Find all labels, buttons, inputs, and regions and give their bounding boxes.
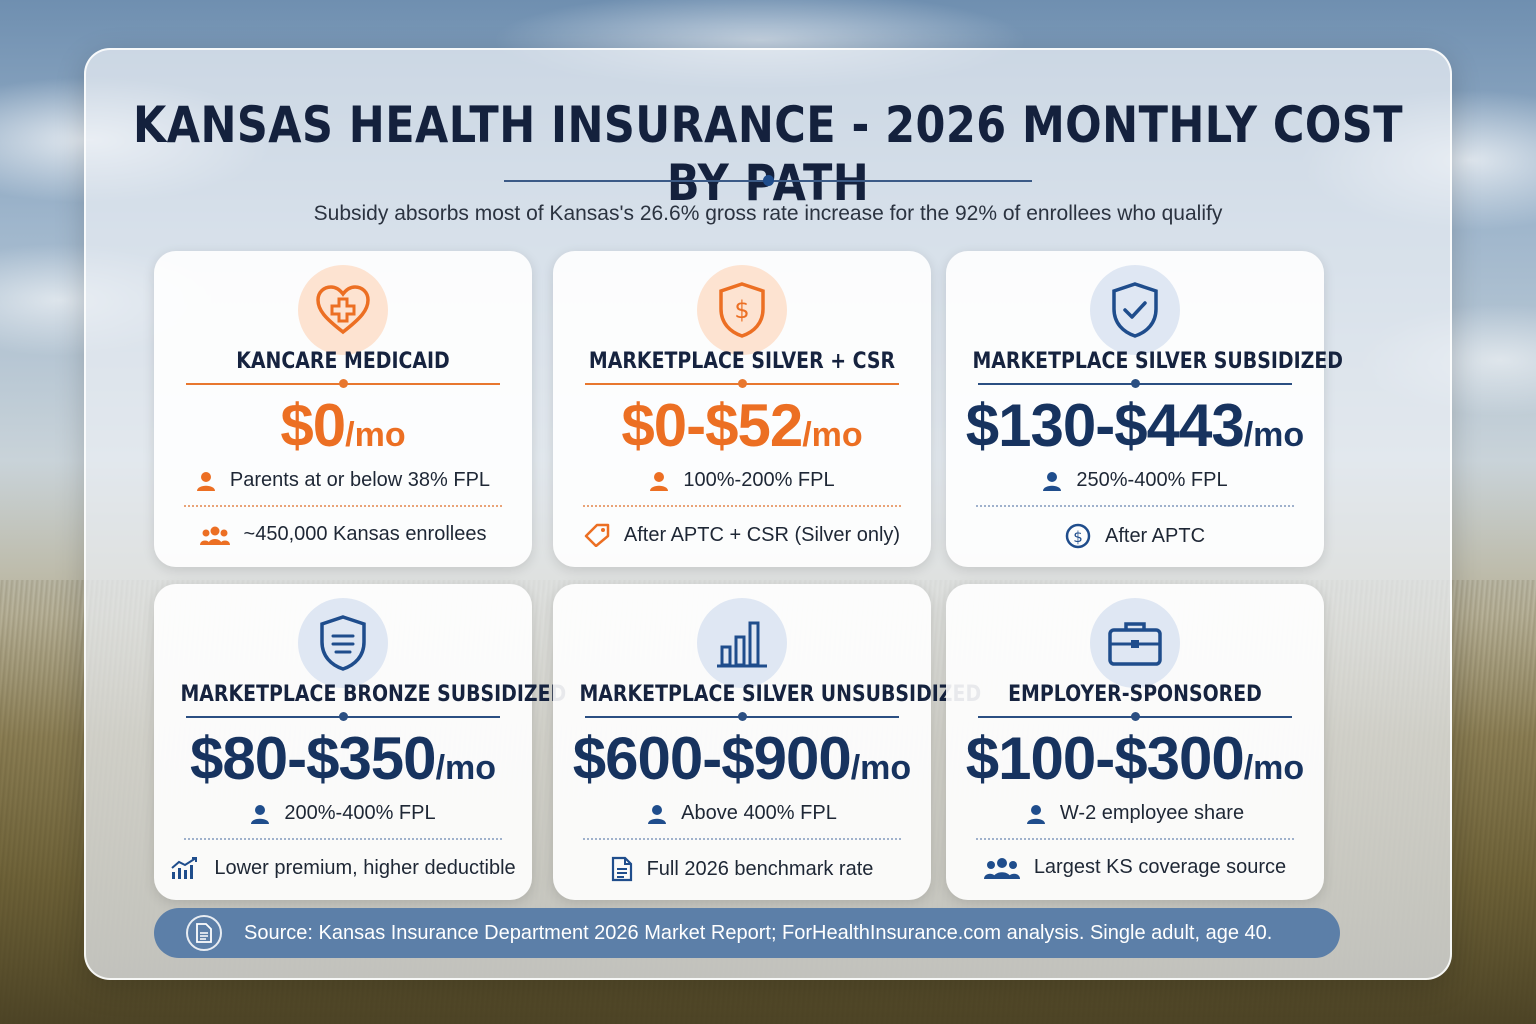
detail-text: W-2 employee share bbox=[1059, 802, 1245, 824]
card-price: $80-$350/mo bbox=[154, 724, 532, 793]
card-note: Lower premium, higher deductible bbox=[154, 856, 532, 880]
document-icon bbox=[186, 915, 222, 951]
card-price: $130-$443/mo bbox=[946, 391, 1324, 460]
card-note: Full 2026 benchmark rate bbox=[553, 856, 931, 882]
person-icon bbox=[648, 804, 667, 824]
card-divider-dot bbox=[738, 712, 747, 721]
card-title: EMPLOYER-SPONSORED bbox=[1008, 682, 1262, 707]
detail-text: 250%-400% FPL bbox=[1076, 469, 1228, 491]
note-text: Lower premium, higher deductible bbox=[214, 856, 516, 879]
page-title: KANSAS HEALTH INSURANCE - 2026 MONTHLY C… bbox=[133, 96, 1403, 212]
bar-chart-icon bbox=[697, 598, 787, 688]
card-title: MARKETPLACE SILVER SUBSIDIZED bbox=[972, 349, 1343, 374]
price-amount: $80-$350 bbox=[189, 725, 437, 792]
detail-text: 200%-400% FPL bbox=[284, 802, 436, 824]
shield-check-icon bbox=[1090, 265, 1180, 355]
price-amount: $100-$300 bbox=[965, 725, 1245, 792]
price-unit: /mo bbox=[850, 749, 912, 787]
card-dotted-divider bbox=[184, 505, 502, 507]
card-marketplace-silver-csr: $ MARKETPLACE SILVER + CSR $0-$52/mo 100… bbox=[553, 251, 931, 567]
person-icon bbox=[1043, 471, 1062, 491]
price-amount: $130-$443 bbox=[965, 392, 1245, 459]
card-title: MARKETPLACE SILVER UNSUBSIDIZED bbox=[579, 682, 982, 707]
card-divider-dot bbox=[1131, 712, 1140, 721]
price-amount: $600-$900 bbox=[572, 725, 852, 792]
briefcase-icon bbox=[1090, 598, 1180, 688]
detail-text: 100%-200% FPL bbox=[683, 469, 835, 491]
shield-lines-icon bbox=[298, 598, 388, 688]
card-marketplace-bronze-subsidized: MARKETPLACE BRONZE SUBSIDIZED $80-$350/m… bbox=[154, 584, 567, 900]
trend-chart-icon bbox=[171, 857, 198, 879]
document-icon bbox=[611, 856, 632, 882]
detail-text: Above 400% FPL bbox=[681, 802, 837, 824]
title-divider-dot bbox=[763, 175, 774, 186]
card-dotted-divider bbox=[976, 838, 1294, 840]
card-employer-sponsored: EMPLOYER-SPONSORED $100-$300/mo W-2 empl… bbox=[946, 584, 1324, 900]
note-text: After APTC bbox=[1104, 524, 1206, 547]
person-icon bbox=[251, 804, 270, 824]
page-subtitle: Subsidy absorbs most of Kansas's 26.6% g… bbox=[313, 202, 1223, 225]
card-detail: 200%-400% FPL bbox=[154, 802, 532, 825]
card-price: $100-$300/mo bbox=[946, 724, 1324, 793]
card-divider-dot bbox=[738, 379, 747, 388]
card-detail: Above 400% FPL bbox=[553, 802, 931, 825]
dollar-circle-icon: $ bbox=[1065, 523, 1091, 549]
card-dotted-divider bbox=[583, 505, 901, 507]
card-detail: Parents at or below 38% FPL bbox=[154, 469, 532, 492]
person-icon bbox=[1026, 804, 1045, 824]
note-text: Full 2026 benchmark rate bbox=[646, 857, 874, 880]
price-unit: /mo bbox=[1243, 416, 1305, 454]
card-divider-dot bbox=[339, 712, 348, 721]
card-price: $0-$52/mo bbox=[553, 391, 931, 460]
card-marketplace-silver-unsubsidized: MARKETPLACE SILVER UNSUBSIDIZED $600-$90… bbox=[553, 584, 982, 900]
card-dotted-divider bbox=[976, 505, 1294, 507]
card-marketplace-silver-subsidized: MARKETPLACE SILVER SUBSIDIZED $130-$443/… bbox=[946, 251, 1343, 567]
card-title: MARKETPLACE SILVER + CSR bbox=[588, 349, 896, 374]
card-note: ~450,000 Kansas enrollees bbox=[154, 523, 532, 546]
tag-icon bbox=[584, 523, 610, 547]
price-amount: $0-$52 bbox=[621, 392, 803, 459]
note-text: Largest KS coverage source bbox=[1033, 856, 1287, 878]
source-text: Source: Kansas Insurance Department 2026… bbox=[244, 921, 1273, 944]
person-icon bbox=[650, 471, 669, 491]
heart-cross-icon bbox=[298, 265, 388, 355]
svg-text:$: $ bbox=[1073, 528, 1083, 546]
card-note: Largest KS coverage source bbox=[946, 856, 1324, 879]
card-dotted-divider bbox=[184, 838, 502, 840]
card-divider-dot bbox=[339, 379, 348, 388]
detail-text: Parents at or below 38% FPL bbox=[229, 469, 491, 491]
card-kancare-medicaid: KANCARE MEDICAID $0/mo Parents at or bel… bbox=[154, 251, 532, 567]
card-title: KANCARE MEDICAID bbox=[236, 349, 450, 374]
price-unit: /mo bbox=[435, 749, 497, 787]
note-text: After APTC + CSR (Silver only) bbox=[623, 523, 901, 546]
card-note: After APTC + CSR (Silver only) bbox=[553, 523, 931, 547]
card-detail: W-2 employee share bbox=[946, 802, 1324, 825]
card-detail: 100%-200% FPL bbox=[553, 469, 931, 492]
person-icon bbox=[196, 471, 215, 491]
people-icon bbox=[199, 526, 230, 545]
price-unit: /mo bbox=[345, 416, 406, 454]
card-price: $0/mo bbox=[154, 391, 532, 460]
card-divider-dot bbox=[1131, 379, 1140, 388]
price-unit: /mo bbox=[1243, 749, 1305, 787]
price-amount: $0 bbox=[280, 392, 346, 459]
people-icon bbox=[983, 857, 1020, 879]
card-title: MARKETPLACE BRONZE SUBSIDIZED bbox=[180, 682, 567, 707]
card-price: $600-$900/mo bbox=[553, 724, 931, 793]
card-note: $ After APTC bbox=[946, 523, 1324, 549]
card-dotted-divider bbox=[583, 838, 901, 840]
note-text: ~450,000 Kansas enrollees bbox=[243, 523, 487, 545]
price-unit: /mo bbox=[802, 416, 863, 454]
source-bar: Source: Kansas Insurance Department 2026… bbox=[154, 908, 1340, 958]
card-detail: 250%-400% FPL bbox=[946, 469, 1324, 492]
svg-text:$: $ bbox=[734, 296, 749, 324]
shield-dollar-icon: $ bbox=[697, 265, 787, 355]
